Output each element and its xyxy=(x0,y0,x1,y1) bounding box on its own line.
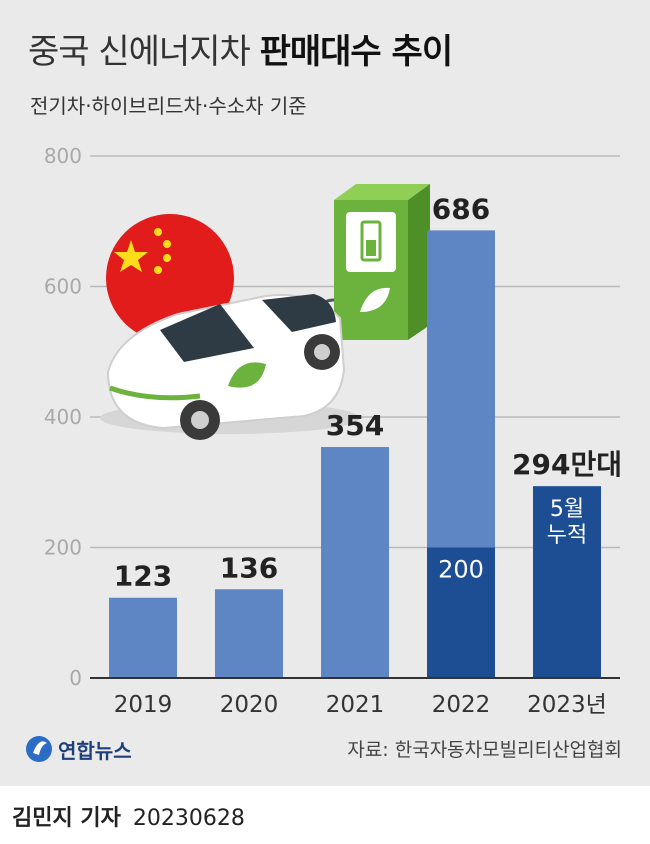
bar-annotation-line: 누적 xyxy=(547,523,587,548)
flag-small-star-icon xyxy=(163,254,171,262)
bar-2021 xyxy=(321,447,389,678)
publish-date: 20230628 xyxy=(132,806,245,831)
byline: 김민지 기자 20230628 xyxy=(12,800,245,832)
y-tick-label: 800 xyxy=(44,144,82,168)
logo-text: 연합뉴스 xyxy=(58,738,132,763)
charging-station-icon xyxy=(312,184,430,340)
x-tick-label: 2020 xyxy=(220,692,279,718)
x-tick-label: 2021 xyxy=(326,692,385,718)
highlight-value-label: 200 xyxy=(438,556,484,584)
title-bold: 판매대수 추이 xyxy=(259,32,454,72)
y-tick-label: 200 xyxy=(44,536,82,560)
data-label: 686 xyxy=(432,192,490,225)
flag-small-star-icon xyxy=(154,228,162,236)
bars xyxy=(109,230,601,678)
reporter-name: 김민지 기자 xyxy=(12,806,121,831)
bar-chart: 0 200 400 600 800 xyxy=(44,144,622,718)
source-note: 자료: 한국자동차모빌리티산업협회 xyxy=(347,739,622,761)
data-label: 354 xyxy=(326,409,384,442)
bar-2023년 xyxy=(533,486,601,678)
data-label: 294만대 xyxy=(512,448,622,481)
x-tick-label: 2019 xyxy=(114,692,173,718)
data-label: 136 xyxy=(220,551,278,584)
logo: 연합뉴스 xyxy=(24,734,132,764)
flag-small-star-icon xyxy=(154,266,162,274)
illustration xyxy=(100,184,430,440)
chart-subtitle: 전기차·하이브리드차·수소차 기준 xyxy=(30,94,307,118)
bar-2019 xyxy=(109,597,177,678)
y-tick-label: 0 xyxy=(69,666,82,690)
electric-car-icon xyxy=(100,293,360,440)
flag-small-star-icon xyxy=(163,240,171,248)
y-tick-label: 600 xyxy=(44,275,82,299)
bar-2020 xyxy=(215,589,283,678)
bar-segment-highlight xyxy=(427,547,495,678)
yonhap-logo-icon xyxy=(26,736,52,762)
flag-big-star-icon xyxy=(114,240,148,272)
data-label: 123 xyxy=(114,560,172,593)
y-axis-ticks: 0 200 400 600 800 xyxy=(44,144,82,690)
y-tick-label: 400 xyxy=(44,405,82,429)
x-tick-label: 2023년 xyxy=(527,692,607,718)
title-light: 중국 신에너지차 xyxy=(28,32,260,72)
bar-annotation-line: 5월 xyxy=(550,497,584,522)
x-axis-ticks: 2019 2020 2021 2022 2023년 xyxy=(114,692,607,718)
chart-title: 중국 신에너지차 판매대수 추이 xyxy=(28,24,454,73)
x-tick-label: 2022 xyxy=(432,692,491,718)
